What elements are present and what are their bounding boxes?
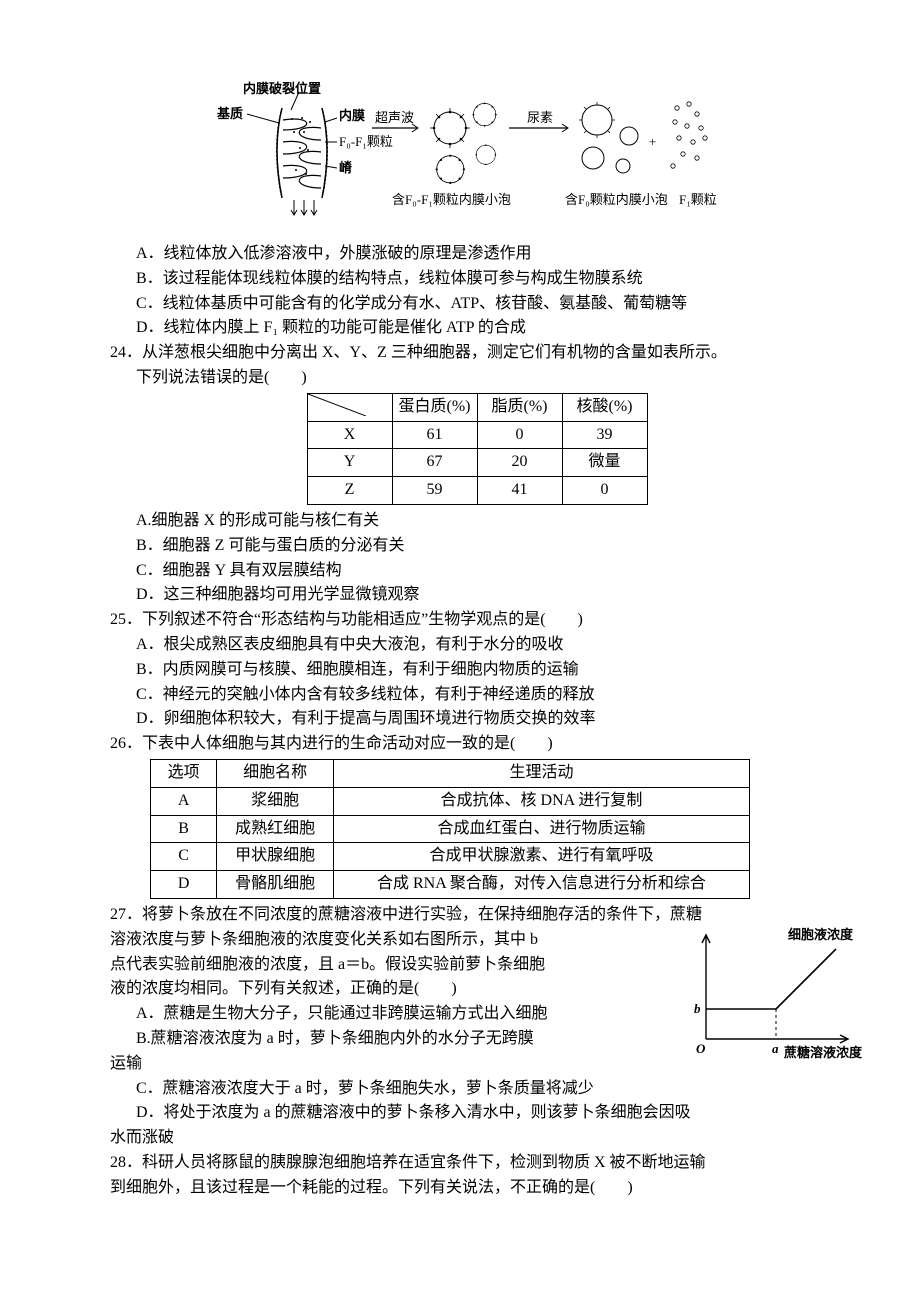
q28-l1: 28．科研人员将豚鼠的胰腺腺泡细胞培养在适宜条件下，检测到物质 X 被不断地运输 [110,1151,844,1176]
q26-r3c1: 骨骼肌细胞 [217,871,334,899]
q24-h2: 脂质(%) [477,393,562,421]
q26-stem: 26．下表中人体细胞与其内进行的生命活动对应一致的是( ) [110,732,844,757]
q27-xlabel: 蔗糖溶液浓度 [783,1045,863,1060]
q24-r2c1: 59 [392,477,477,505]
q24-r1c1: 67 [392,449,477,477]
f1-particles [671,102,707,168]
q26-r2c1: 甲状腺细胞 [217,843,334,871]
q27-origin: O [696,1041,706,1056]
q24-r0c3: 39 [562,421,647,449]
vesicles-f0f1 [430,102,497,184]
q27-block: 27．将萝卜条放在不同浓度的蔗糖溶液中进行实验，在保持细胞存活的条件下，蔗糖 溶… [110,903,844,1077]
q24-table: 蛋白质(%) 脂质(%) 核酸(%) X 61 0 39 Y 67 20 微量 … [307,393,648,505]
q23-opt-b: B．该过程能体现线粒体膜的结构特点，线粒体膜可参与构成生物膜系统 [136,267,844,292]
q26-r1c2: 合成血红蛋白、进行物质运输 [333,815,749,843]
q24-options: A.细胞器 X 的形成可能与核仁有关 B．细胞器 Z 可能与蛋白质的分泌有关 C… [110,509,844,608]
label-cristae: 嵴 [339,160,353,175]
q24-opt-a: A.细胞器 X 的形成可能与核仁有关 [136,509,844,534]
q25-opt-d: D．卵细胞体积较大，有利于提高与周围环境进行物质交换的效率 [136,707,844,732]
q27-l1: 27．将萝卜条放在不同浓度的蔗糖溶液中进行实验，在保持细胞存活的条件下，蔗糖 [110,903,844,928]
q26-r2c0: C [151,843,217,871]
q24-r0c2: 0 [477,421,562,449]
q27-b: b [694,1001,701,1016]
label-f0f1-particle: F₀-F₁颗粒 [339,134,393,149]
label-matrix: 基质 [217,106,243,121]
label-urea: 尿素 [527,110,553,125]
q24-r2c2: 41 [477,477,562,505]
q24-stem-1: 24．从洋葱根尖细胞中分离出 X、Y、Z 三种细胞器，测定它们有机物的含量如表所… [110,341,844,366]
q24-stem-2: 下列说法错误的是( ) [110,366,844,391]
q24-r0c1: 61 [392,421,477,449]
q26-r1c1: 成熟红细胞 [217,815,334,843]
q26-r1c0: B [151,815,217,843]
q24-r2c3: 0 [562,477,647,505]
q25-stem: 25．下列叙述不符合“形态结构与功能相适应”生物学观点的是( ) [110,608,844,633]
q26-r0c2: 合成抗体、核 DNA 进行复制 [333,787,749,815]
q25-opt-b: B．内质网膜可与核膜、细胞膜相连，有利于细胞内物质的运输 [136,658,844,683]
q27-ylabel: 细胞液浓度 [788,927,854,942]
q24-opt-d: D．这三种细胞器均可用光学显微镜观察 [136,583,844,608]
q26-table: 选项 细胞名称 生理活动 A浆细胞合成抗体、核 DNA 进行复制 B成熟红细胞合… [150,759,750,899]
q23-options: A．线粒体放入低渗溶液中，外膜涨破的原理是渗透作用 B．该过程能体现线粒体膜的结… [110,242,844,341]
q26-r0c0: A [151,787,217,815]
q24-opt-b: B．细胞器 Z 可能与蛋白质的分泌有关 [136,534,844,559]
q27-graph: .gl{font-family:SimSun,serif;font-size:1… [678,927,868,1074]
label-rupture: 内膜破裂位置 [243,81,321,96]
q23-figure: .lbl { font-family: SimSun, serif; font-… [110,78,844,228]
q27-opt-d1: D．将处于浓度为 a 的蔗糖溶液中的萝卜条移入清水中，则该萝卜条细胞会因吸 [110,1101,844,1126]
q24-r0c0: X [307,421,392,449]
q26-r3c0: D [151,871,217,899]
q23-opt-d: D．线粒体内膜上 F₁ 颗粒的功能可能是催化 ATP 的合成 [136,316,844,341]
q26-h2: 生理活动 [333,759,749,787]
q25-opt-a: A．根尖成熟区表皮细胞具有中央大液泡，有利于水分的吸收 [136,633,844,658]
caption-f1: F₁颗粒 [679,192,717,207]
q23-opt-c: C．线粒体基质中可能含有的化学成分有水、ATP、核苷酸、氨基酸、葡萄糖等 [136,292,844,317]
q27-opt-c: C．蔗糖溶液浓度大于 a 时，萝卜条细胞失水，萝卜条质量将减少 [110,1077,844,1102]
q24-h1: 蛋白质(%) [392,393,477,421]
q26-r0c1: 浆细胞 [217,787,334,815]
label-inner-membrane: 内膜 [339,108,365,123]
q28-l2: 到细胞外，且该过程是一个耗能的过程。下列有关说法，不正确的是( ) [110,1176,844,1201]
label-ultrasound: 超声波 [375,110,414,125]
q24-r1c0: Y [307,449,392,477]
caption-vesicle-f0f1: 含F₀-F₁颗粒内膜小泡 [392,192,511,207]
q24-h3: 核酸(%) [562,393,647,421]
q26-h1: 细胞名称 [217,759,334,787]
mitochondria-diagram: .lbl { font-family: SimSun, serif; font-… [217,78,737,228]
q23-opt-a: A．线粒体放入低渗溶液中，外膜涨破的原理是渗透作用 [136,242,844,267]
q24-opt-c: C．细胞器 Y 具有双层膜结构 [136,559,844,584]
q26-r2c2: 合成甲状腺激素、进行有氧呼吸 [333,843,749,871]
q27-a: a [772,1041,779,1056]
q26-r3c2: 合成 RNA 聚合酶，对传入信息进行分析和综合 [333,871,749,899]
caption-vesicle-f0: 含F₀颗粒内膜小泡 [565,192,668,207]
plus-sign: + [649,134,656,149]
q25-options: A．根尖成熟区表皮细胞具有中央大液泡，有利于水分的吸收 B．内质网膜可与核膜、细… [110,633,844,732]
q27-opt-d2: 水而涨破 [110,1126,844,1151]
q26-h0: 选项 [151,759,217,787]
q24-r2c0: Z [307,477,392,505]
q24-r1c3: 微量 [562,449,647,477]
q24-r1c2: 20 [477,449,562,477]
vesicles-f0 [579,102,638,173]
q25-opt-c: C．神经元的突触小体内含有较多线粒体，有利于神经递质的释放 [136,683,844,708]
